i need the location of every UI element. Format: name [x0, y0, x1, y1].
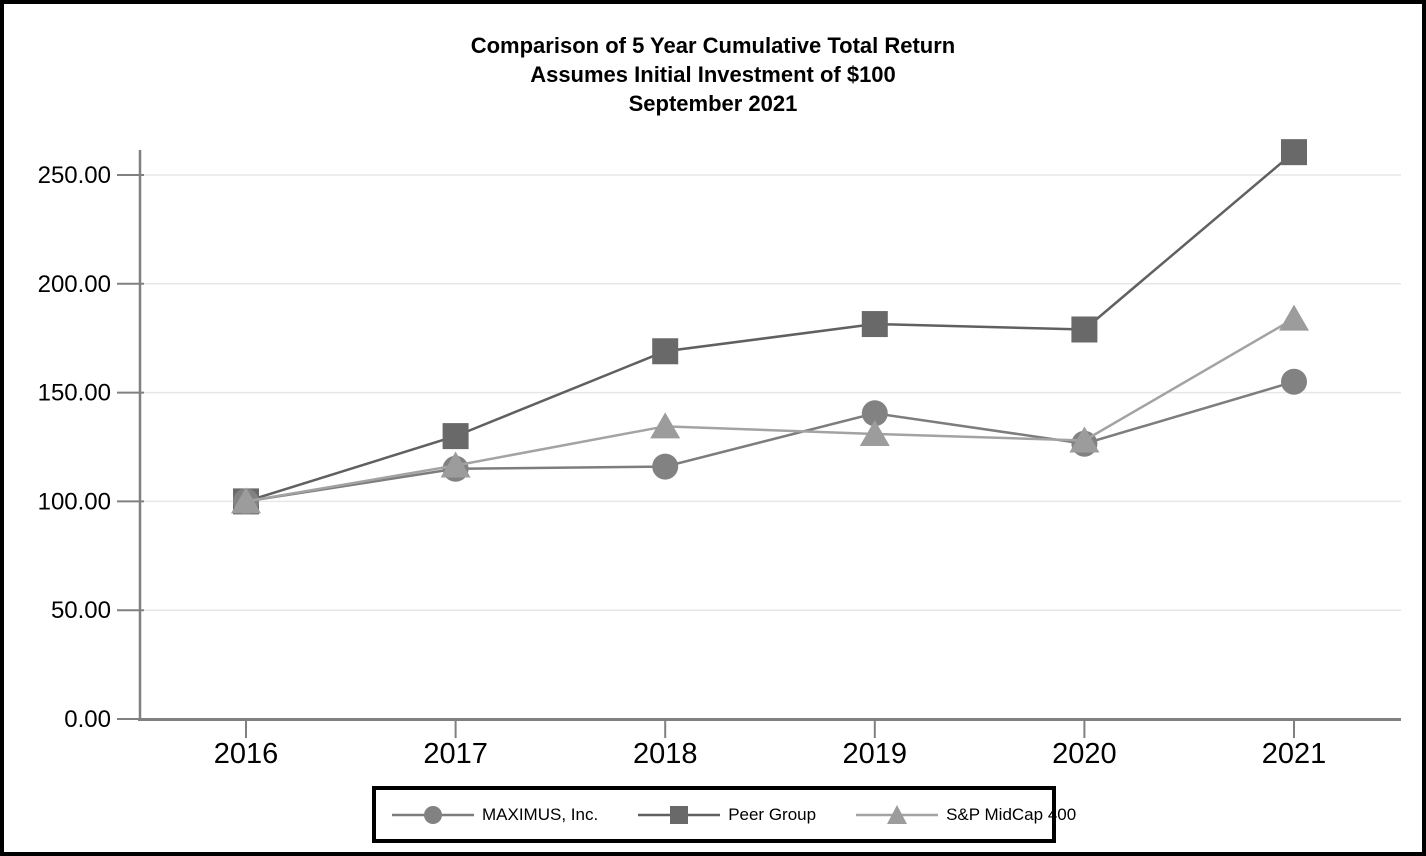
chart-title-line-3: September 2021 — [628, 91, 798, 116]
legend-marker-triangle-icon — [856, 804, 939, 824]
series-line-maximus-inc — [245, 380, 1295, 503]
legend-marker-circle-icon — [392, 805, 474, 824]
x-tick-label: 2016 — [214, 738, 279, 770]
marker-s-p-midcap-400-2018 — [650, 412, 681, 439]
series-s-p-midcap-400 — [231, 304, 1309, 514]
x-axis-ticks-and-labels: 2016 2017 2018 2019 2020 2021 — [214, 721, 1327, 770]
x-tick-label: 2020 — [1052, 738, 1117, 770]
y-tick-label: 0.00 — [64, 706, 111, 733]
marker-peer-group-2017 — [442, 423, 469, 450]
series-line-peer-group — [245, 151, 1295, 503]
series-peer-group — [233, 139, 1307, 515]
chart-legend: MAXIMUS, Inc. Peer Group S&P MidCap 400 — [372, 786, 1076, 843]
legend-label-s-p-midcap-400: S&P MidCap 400 — [946, 804, 1077, 824]
y-axis-ticks-and-labels: 0.00 50.00 100.00 150.00 200.00 250.00 — [38, 162, 144, 733]
marker-s-p-midcap-400-2020 — [1069, 426, 1100, 453]
legend-item-maximus-inc: MAXIMUS, Inc. — [392, 800, 598, 830]
chart-title-line-1: Comparison of 5 Year Cumulative Total Re… — [470, 33, 956, 58]
y-tick-label: 100.00 — [38, 488, 111, 515]
x-tick-label: 2017 — [423, 738, 488, 770]
x-tick-label: 2018 — [633, 738, 698, 770]
legend-label-peer-group: Peer Group — [728, 804, 817, 824]
legend-item-peer-group: Peer Group — [638, 800, 816, 830]
marker-peer-group-2019 — [861, 311, 888, 338]
chart-title-line-2: Assumes Initial Investment of $100 — [530, 62, 896, 87]
marker-s-p-midcap-400-2016 — [231, 487, 261, 514]
marker-s-p-midcap-400-2021 — [1279, 304, 1309, 331]
x-tick-label: 2019 — [843, 738, 908, 770]
marker-s-p-midcap-400-2019 — [859, 419, 890, 446]
y-tick-label: 150.00 — [38, 380, 111, 407]
marker-maximus-inc-2018 — [652, 453, 679, 480]
y-tick-label: 50.00 — [51, 597, 111, 624]
y-tick-label: 250.00 — [38, 162, 111, 189]
y-gridlines — [140, 174, 1401, 611]
marker-s-p-midcap-400-2017 — [440, 451, 471, 478]
chart-title: Comparison of 5 Year Cumulative Total Re… — [4, 31, 1422, 118]
marker-maximus-inc-2019 — [861, 400, 888, 427]
marker-peer-group-2018 — [652, 338, 679, 365]
legend-item-s-p-midcap-400: S&P MidCap 400 — [856, 800, 1076, 830]
y-tick-label: 200.00 — [38, 271, 111, 298]
series-line-s-p-midcap-400 — [245, 317, 1295, 503]
series-maximus-inc — [233, 368, 1307, 515]
marker-maximus-inc-2021 — [1281, 368, 1307, 395]
x-tick-label: 2021 — [1262, 738, 1327, 770]
legend-label-maximus-inc: MAXIMUS, Inc. — [482, 804, 599, 824]
marker-peer-group-2021 — [1281, 139, 1307, 166]
marker-peer-group-2020 — [1071, 316, 1098, 343]
legend-marker-square-icon — [638, 805, 721, 824]
